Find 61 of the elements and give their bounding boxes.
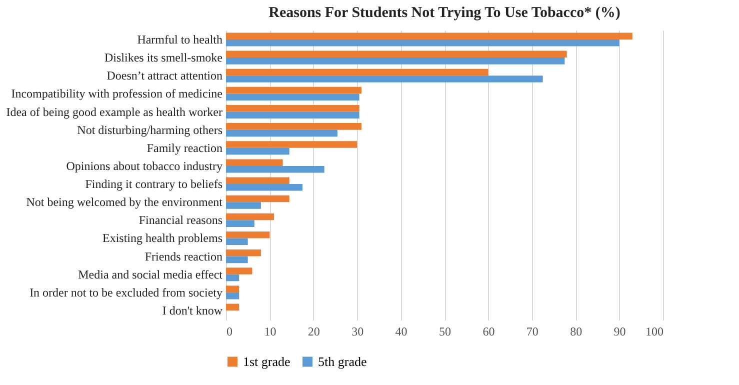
- y-tick-label: Idea of being good example as health worker: [6, 104, 222, 119]
- bar: [226, 231, 270, 238]
- bar: [226, 104, 360, 112]
- bar: [226, 141, 358, 148]
- y-tick-label: Financial reasons: [138, 213, 223, 228]
- y-tick-label: In order not to be excluded from society: [30, 285, 222, 300]
- bar: [226, 86, 362, 94]
- x-tick-label: 50: [439, 324, 451, 338]
- bar: [226, 39, 620, 46]
- x-tick-label: 40: [395, 324, 408, 338]
- bar: [226, 50, 567, 58]
- y-tick-label: I don't know: [162, 304, 223, 318]
- bar: [226, 58, 565, 64]
- bar: [226, 286, 240, 292]
- bar: [226, 94, 360, 100]
- bar: [226, 68, 488, 76]
- y-tick-label: Incompatibility with profession of medicine: [11, 86, 222, 101]
- y-tick-label: Finding it contrary to beliefs: [85, 177, 223, 192]
- y-tick-label: Opinions about tobacco industry: [66, 158, 222, 173]
- y-tick-label: Not disturbing/harming others: [77, 122, 223, 137]
- y-tick-label: Harmful to health: [137, 32, 222, 46]
- bar: [226, 220, 254, 227]
- bar: [226, 177, 290, 184]
- y-tick-label: Doesn’t attract attention: [106, 68, 222, 83]
- bar: [226, 184, 302, 191]
- bar: [226, 202, 261, 209]
- y-tick-label: Not being welcomed by the environment: [26, 195, 224, 210]
- bar: [226, 76, 543, 82]
- x-tick-label: 0: [226, 324, 232, 338]
- y-tick-label: Friends reaction: [144, 249, 222, 264]
- bar: [226, 166, 324, 173]
- bar: [226, 268, 252, 274]
- x-tick-label: 20: [308, 324, 320, 338]
- bar: [226, 238, 248, 246]
- x-tick-label: 30: [352, 324, 364, 338]
- x-tick-label: 10: [264, 324, 276, 338]
- bar: [226, 112, 360, 119]
- bar: [226, 274, 240, 282]
- y-tick-label: Media and social media effect: [78, 267, 224, 282]
- bar: [226, 148, 290, 155]
- x-tick-label: 60: [482, 324, 495, 338]
- bar: [226, 250, 261, 256]
- bar: [226, 32, 632, 40]
- x-tick-label: 70: [526, 324, 538, 338]
- bar: [226, 159, 283, 166]
- x-tick-label: 90: [614, 324, 626, 338]
- legend-label: 5th grade: [318, 354, 367, 369]
- chart-title: Reasons For Students Not Trying To Use Tobacco* (%): [268, 5, 620, 21]
- bar: [226, 195, 290, 202]
- y-tick-label: Dislikes its smell-smoke: [104, 50, 222, 65]
- legend-label: 1st grade: [243, 354, 291, 369]
- bar: [226, 292, 240, 300]
- x-tick-label: 80: [570, 324, 582, 338]
- x-tick-label: 100: [646, 324, 664, 338]
- y-tick-label: Family reaction: [146, 140, 222, 155]
- bar: [226, 256, 248, 264]
- bar: [226, 123, 362, 130]
- bar: [226, 130, 338, 137]
- bar: [226, 213, 274, 220]
- y-tick-label: Existing health problems: [102, 231, 223, 246]
- bar: [226, 304, 240, 311]
